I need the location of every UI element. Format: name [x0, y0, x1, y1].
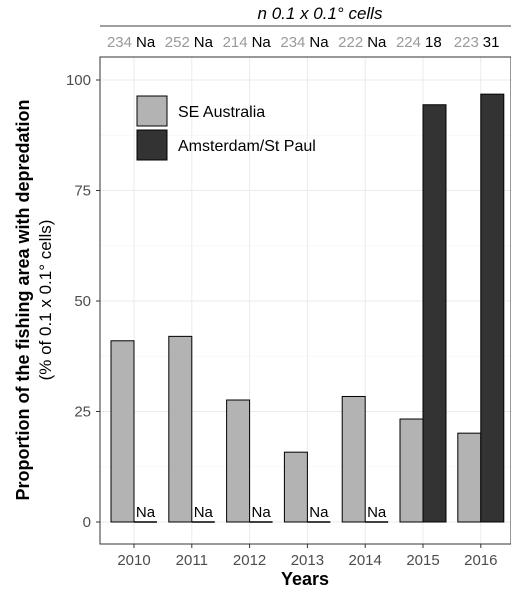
bar-se-australia-2011 [169, 336, 192, 522]
bar-se-australia-2014 [342, 396, 365, 522]
top-title: n 0.1 x 0.1° cells [258, 4, 383, 23]
x-tick-label-2011: 2011 [176, 552, 208, 569]
legend-label-se-australia: SE Australia [178, 104, 265, 121]
cell-count-row: 234 Na 252 Na 214 Na 234 Na 222 Na 224 18 223 31 [107, 34, 500, 51]
na-label-2013: Na [309, 504, 329, 521]
cell-count-amsterdam-st-paul-2011: Na [194, 34, 214, 51]
y-tick-labels: 0 25 50 75 100 [66, 72, 100, 531]
x-tick-label-2015: 2015 [406, 552, 439, 569]
x-tick-labels: 2010 2011 2012 2013 2014 2015 2016 [117, 544, 497, 569]
cell-count-se-australia-2011: 252 [165, 34, 190, 51]
bar-amsterdam-st-paul-2015 [423, 105, 446, 522]
x-tick-label-2012: 2012 [233, 552, 266, 569]
bar-amsterdam-st-paul-2016 [481, 94, 504, 522]
na-label-2011: Na [194, 504, 214, 521]
x-tick-label-2010: 2010 [117, 552, 150, 569]
cell-count-amsterdam-st-paul-2016: 31 [483, 34, 500, 51]
cell-count-amsterdam-st-paul-2010: Na [136, 34, 156, 51]
na-label-2014: Na [367, 504, 387, 521]
legend-key-se-australia [137, 96, 167, 126]
y-tick-label-25: 25 [74, 404, 91, 421]
cell-count-amsterdam-st-paul-2015: 18 [425, 34, 442, 51]
na-label-2010: Na [136, 504, 156, 521]
bar-se-australia-2016 [458, 433, 481, 522]
na-label-2012: Na [252, 504, 272, 521]
x-axis-title: Years [281, 569, 329, 589]
y-axis-subtitle: (% of 0.1 x 0.1° cells) [36, 220, 55, 381]
cell-count-se-australia-2014: 222 [338, 34, 363, 51]
y-tick-label-75: 75 [74, 183, 91, 200]
cell-count-amsterdam-st-paul-2013: Na [309, 34, 329, 51]
legend: SE Australia Amsterdam/St Paul [137, 96, 316, 160]
bar-se-australia-2010 [111, 341, 134, 522]
y-tick-label-50: 50 [74, 293, 91, 310]
legend-label-amsterdam-st-paul: Amsterdam/St Paul [178, 138, 316, 155]
x-tick-label-2013: 2013 [291, 552, 324, 569]
bar-se-australia-2015 [400, 419, 423, 522]
y-axis-title: Proportion of the fishing area with depr… [13, 99, 33, 500]
cell-count-se-australia-2012: 214 [223, 34, 248, 51]
bar-se-australia-2013 [284, 452, 307, 522]
cell-count-amsterdam-st-paul-2012: Na [252, 34, 272, 51]
cell-count-se-australia-2015: 224 [396, 34, 421, 51]
cell-count-se-australia-2010: 234 [107, 34, 132, 51]
cell-count-se-australia-2016: 223 [454, 34, 479, 51]
legend-key-amsterdam-st-paul [137, 130, 167, 160]
x-tick-label-2014: 2014 [349, 552, 382, 569]
cell-count-amsterdam-st-paul-2014: Na [367, 34, 387, 51]
x-tick-label-2016: 2016 [464, 552, 497, 569]
bar-se-australia-2012 [227, 400, 250, 522]
cell-count-se-australia-2013: 234 [280, 34, 305, 51]
y-tick-label-100: 100 [66, 72, 91, 89]
y-tick-label-0: 0 [83, 514, 91, 531]
